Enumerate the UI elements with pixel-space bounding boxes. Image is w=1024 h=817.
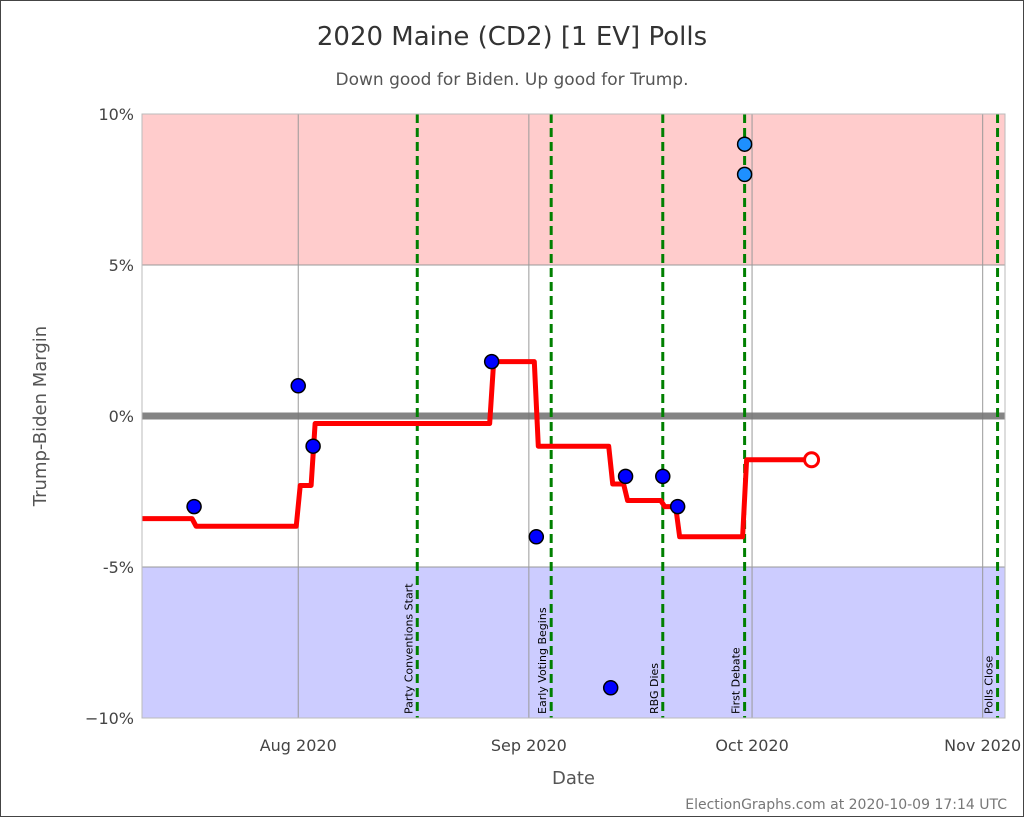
average-endpoint — [803, 451, 821, 469]
y-axis-label: Trump-Biden Margin — [30, 326, 51, 507]
event-label: Polls Close — [983, 655, 996, 714]
poll-point — [736, 166, 753, 183]
x-tick-label: Nov 2020 — [944, 736, 1021, 755]
poll-point — [669, 498, 686, 515]
poll-point — [655, 468, 671, 485]
x-axis-label: Date — [552, 768, 595, 789]
x-tick-label: Oct 2020 — [715, 736, 788, 755]
poll-point — [602, 680, 619, 696]
poll-point — [528, 529, 545, 545]
chart-title: 2020 Maine (CD2) [1 EV] Polls — [317, 22, 707, 52]
poll-point — [186, 498, 202, 515]
plot-border — [141, 113, 1006, 719]
event-label: First Debate — [730, 647, 743, 714]
zone-band — [142, 567, 1005, 718]
poll-point — [483, 353, 500, 370]
x-tick-label: Aug 2020 — [260, 736, 337, 755]
y-tick-label: 10% — [98, 105, 134, 124]
footer-credit: ElectionGraphs.com at 2020-10-09 17:14 U… — [685, 797, 1007, 813]
event-label: RBG Dies — [648, 663, 661, 714]
poll-point — [617, 468, 634, 485]
y-tick-label: -5% — [103, 558, 134, 577]
y-tick-label: 5% — [109, 256, 134, 275]
zone-band — [142, 114, 1005, 265]
x-tick-label: Sep 2020 — [491, 736, 567, 755]
poll-point — [290, 378, 306, 394]
average-line — [142, 359, 813, 540]
event-label: Party Conventions Start — [402, 583, 415, 714]
y-tick-label: 0% — [109, 407, 134, 426]
chart-subtitle: Down good for Biden. Up good for Trump. — [336, 70, 689, 90]
poll-point — [305, 438, 321, 454]
y-tick-label: −10% — [85, 709, 134, 728]
event-label: Early Voting Begins — [536, 607, 549, 714]
poll-point — [736, 136, 753, 152]
